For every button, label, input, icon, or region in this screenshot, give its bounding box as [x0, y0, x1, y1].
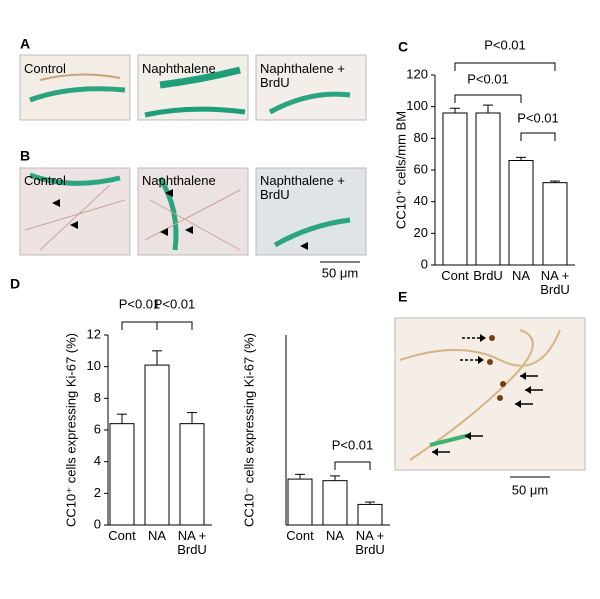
y-tick-label: 10	[87, 358, 101, 373]
x-tick-label-box: Cont	[108, 529, 136, 543]
x-tick-label: NA	[325, 529, 345, 543]
arrowhead	[165, 189, 173, 197]
y-axis-label: CC10⁻ cells expressing Ki-67 (%)	[241, 333, 256, 527]
panel-letter: B	[20, 148, 30, 164]
x-tick-label: NA	[511, 269, 531, 283]
panel-letter: A	[20, 36, 30, 52]
y-tick-label: 2	[94, 485, 101, 500]
x-tick-label-box: BrdU	[473, 269, 503, 283]
y-axis-label: CC10⁺ cells expressing Ki-67 (%)	[63, 333, 78, 527]
image-label: Naphthalene	[142, 174, 216, 188]
scale-label: 50 μm	[512, 482, 548, 497]
arrowhead	[515, 400, 521, 408]
significance-label: P<0.01	[332, 437, 374, 452]
arrowhead	[300, 242, 308, 250]
y-tick-label: 0	[94, 516, 101, 531]
y-tick-label: 6	[94, 421, 101, 436]
image-label: Control	[24, 174, 66, 188]
arrowhead	[480, 334, 486, 342]
x-tick-label: NA	[147, 529, 167, 543]
x-tick-label: Cont	[108, 529, 136, 543]
bar	[508, 160, 534, 266]
significance-bracket	[520, 132, 556, 141]
y-tick-label: 20	[414, 225, 428, 240]
y-tick-label: 80	[414, 130, 428, 145]
x-tick-label-box: NA	[325, 529, 345, 543]
significance-label: P<0.01	[517, 110, 559, 125]
panel-letter: C	[398, 39, 408, 55]
bar	[475, 112, 501, 266]
bar	[179, 423, 205, 526]
image-label: Naphthalene + BrdU	[260, 174, 345, 202]
image-label: Naphthalene	[142, 62, 216, 76]
arrowhead	[520, 372, 526, 380]
bar	[109, 423, 135, 526]
x-tick-label-box: NA + BrdU	[355, 529, 385, 557]
y-tick-label: 40	[414, 193, 428, 208]
bar	[542, 182, 568, 266]
arrowhead	[70, 221, 78, 229]
image-label: Naphthalene + BrdU	[260, 62, 345, 90]
image-label-box: Control	[24, 174, 66, 188]
significance-label: P<0.01	[154, 296, 196, 311]
significance-label: P<0.01	[119, 296, 161, 311]
y-tick-label: 60	[414, 161, 428, 176]
x-tick-label: NA + BrdU	[355, 529, 385, 557]
significance-label: P<0.01	[484, 37, 526, 52]
x-tick-label: BrdU	[473, 269, 503, 283]
panel-letter: D	[10, 276, 20, 292]
x-tick-label-box: NA + BrdU	[540, 269, 570, 297]
image-label-box: Naphthalene	[142, 62, 216, 76]
x-tick-label-box: NA	[147, 529, 167, 543]
arrowhead	[478, 356, 484, 364]
image-label-box: Naphthalene	[142, 174, 216, 188]
significance-label: P<0.01	[467, 71, 509, 86]
significance-bracket	[121, 321, 158, 330]
x-tick-label: NA + BrdU	[177, 529, 207, 557]
image-label: Control	[24, 62, 66, 76]
x-tick-label: Cont	[286, 529, 314, 543]
x-tick-label: NA + BrdU	[540, 269, 570, 297]
bar	[357, 503, 383, 526]
x-tick-label-box: NA + BrdU	[177, 529, 207, 557]
arrowhead	[160, 228, 168, 236]
x-tick-label-box: NA	[511, 269, 531, 283]
bar	[322, 480, 348, 526]
significance-bracket	[156, 321, 193, 330]
x-tick-label: Cont	[441, 269, 469, 283]
y-tick-label: 12	[87, 326, 101, 341]
significance-bracket	[454, 62, 556, 71]
arrowhead	[52, 199, 60, 207]
bar	[287, 478, 313, 526]
significance-bracket	[334, 461, 371, 470]
bar	[442, 112, 468, 266]
image-label-box: Naphthalene + BrdU	[260, 174, 345, 202]
y-tick-label: 120	[406, 66, 428, 81]
arrowhead	[465, 432, 471, 440]
y-tick-label: 8	[94, 390, 101, 405]
bar	[144, 364, 170, 526]
significance-bracket	[454, 94, 522, 103]
image-label-box: Naphthalene + BrdU	[260, 62, 345, 90]
panel-letter: E	[398, 289, 407, 305]
arrowhead	[525, 386, 531, 394]
arrowhead	[185, 226, 193, 234]
arrowhead	[432, 448, 438, 456]
y-tick-label: 100	[406, 98, 428, 113]
micrographs	[19, 54, 586, 471]
y-axis-label: CC10⁺ cells/mm BM	[393, 111, 408, 229]
image-label-box: Control	[24, 62, 66, 76]
scale-label: 50 μm	[322, 265, 358, 280]
y-tick-label: 4	[94, 453, 101, 468]
y-tick-label: 0	[421, 256, 428, 271]
x-tick-label-box: Cont	[441, 269, 469, 283]
x-tick-label-box: Cont	[286, 529, 314, 543]
